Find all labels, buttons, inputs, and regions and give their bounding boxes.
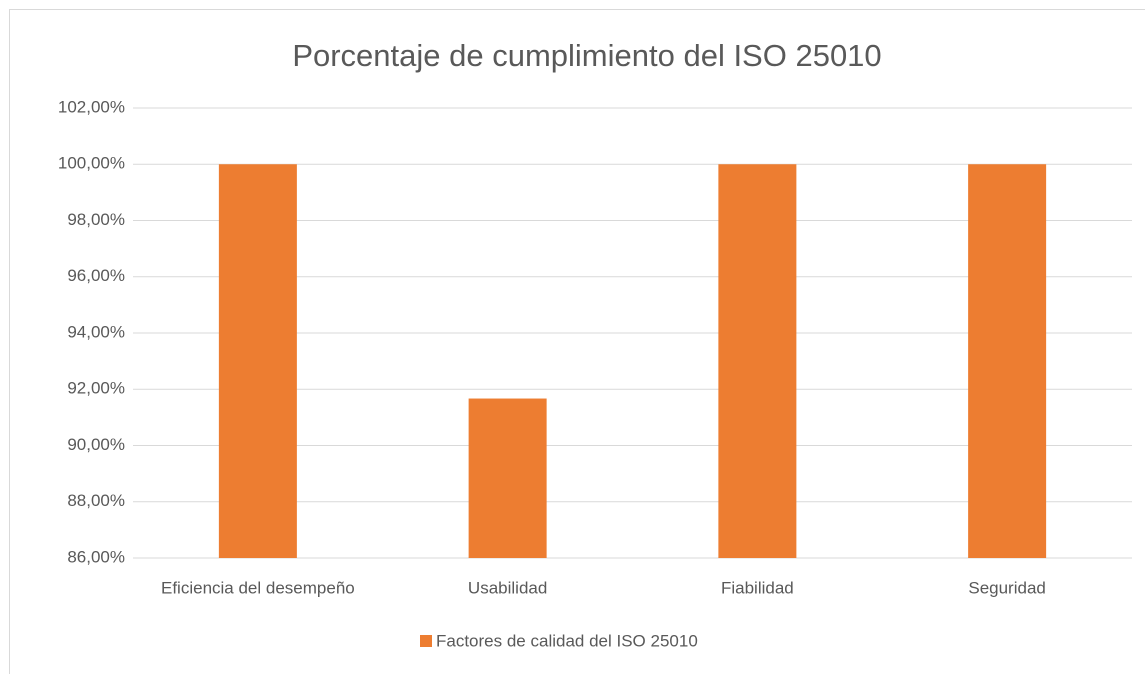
y-tick-label: 96,00% xyxy=(67,266,125,285)
y-tick-label: 92,00% xyxy=(67,379,125,398)
y-tick-label: 88,00% xyxy=(67,491,125,510)
bar xyxy=(218,164,297,558)
y-tick-label: 94,00% xyxy=(67,322,125,341)
legend-swatch xyxy=(420,635,432,647)
x-tick-label: Eficiencia del desempeño xyxy=(161,578,355,597)
bar xyxy=(968,164,1047,558)
y-tick-label: 98,00% xyxy=(67,210,125,229)
x-tick-label: Fiabilidad xyxy=(721,578,794,597)
legend-label: Factores de calidad del ISO 25010 xyxy=(436,631,698,650)
y-tick-label: 86,00% xyxy=(67,547,125,566)
y-tick-label: 90,00% xyxy=(67,435,125,454)
bar xyxy=(718,164,797,558)
x-tick-label: Usabilidad xyxy=(468,578,547,597)
y-tick-label: 100,00% xyxy=(58,154,125,173)
x-tick-label: Seguridad xyxy=(968,578,1046,597)
chart-border xyxy=(9,9,1145,674)
y-tick-label: 102,00% xyxy=(58,97,125,116)
bar xyxy=(468,398,547,558)
chart-title: Porcentaje de cumplimiento del ISO 25010 xyxy=(292,38,881,73)
